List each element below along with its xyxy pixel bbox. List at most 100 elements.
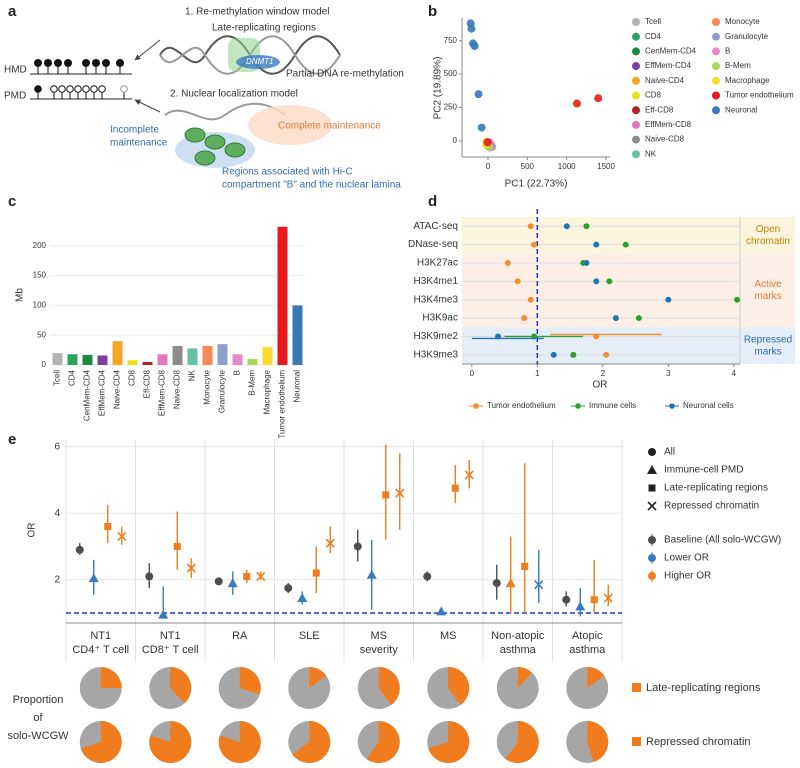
x-tick-label: Tumor endothelium — [278, 370, 287, 439]
x-tick-label: CD8 — [128, 369, 137, 386]
x-tick-label: SLE — [299, 630, 320, 642]
x-tick-label: CenMem-CD4 — [83, 369, 92, 421]
bar — [142, 362, 153, 365]
pie-title: of — [33, 712, 43, 724]
legend-label: Naive-CD4 — [645, 76, 685, 85]
pie-slice — [448, 667, 470, 705]
x-axis-label: PC1 (22.73%) — [505, 179, 568, 190]
regions-label: compartment "B" and the nuclear lamina — [222, 180, 401, 191]
point — [312, 569, 320, 577]
legend-label: Tcell — [645, 17, 661, 26]
legend-label: Higher OR — [664, 571, 711, 582]
y-tick-label: 150 — [33, 271, 47, 280]
legend-swatch — [647, 465, 657, 474]
bar — [247, 359, 258, 365]
point — [622, 241, 629, 248]
bar — [127, 360, 138, 365]
x-tick-label: Granulocyte — [218, 369, 227, 413]
legend-swatch — [669, 403, 675, 409]
group-label: Active — [754, 279, 782, 290]
point — [423, 572, 432, 581]
hmd-sites — [34, 59, 124, 74]
point — [353, 542, 362, 551]
point — [612, 315, 619, 322]
y-tick-label: H3K27ac — [417, 258, 458, 269]
group-label: marks — [754, 346, 781, 357]
dnmt1-label: DNMT1 — [246, 57, 274, 66]
legend-swatch — [712, 18, 720, 26]
x-tick-label: Naive-CD4 — [113, 369, 122, 409]
pie-slice — [309, 667, 327, 688]
point — [550, 351, 557, 358]
point — [563, 223, 570, 230]
pie-title: solo-WCGW — [7, 730, 69, 742]
nucleosomes — [184, 127, 246, 166]
legend-swatch — [632, 32, 640, 41]
legend-swatch — [648, 572, 656, 580]
regions-label: Regions associated with Hi-C — [222, 167, 353, 178]
y-tick-label: H3K9me2 — [414, 331, 459, 342]
pie-slice — [292, 721, 331, 764]
y-tick-label: H3K4me3 — [414, 294, 459, 305]
y-tick-label: H3K9me3 — [414, 349, 459, 360]
point — [451, 484, 459, 492]
bar — [67, 354, 78, 365]
panel-label: b — [428, 3, 437, 20]
point — [467, 24, 476, 33]
legend-swatch — [632, 47, 640, 56]
bar — [97, 355, 108, 365]
group-label: Open — [756, 224, 780, 235]
point — [572, 99, 581, 108]
x-tick-label: 3 — [666, 369, 671, 378]
legend-swatch — [632, 135, 640, 144]
legend-label: Eff-CD8 — [645, 105, 674, 114]
x-tick-label: MS — [371, 630, 388, 642]
model1-title: 1. Re-methylation window model — [185, 7, 330, 18]
x-tick-label: EffMem-CD8 — [158, 369, 167, 416]
legend-swatch — [632, 106, 640, 115]
x-tick-label: 0 — [470, 369, 475, 378]
bar — [82, 354, 93, 365]
legend-label: Granulocyte — [725, 32, 769, 41]
arrow — [134, 99, 161, 113]
x-tick-label: Naive-CD8 — [173, 369, 182, 409]
legend-swatch — [632, 737, 641, 746]
pie-slice — [587, 667, 605, 688]
legend-label: CD8 — [645, 91, 662, 100]
x-tick-label: asthma — [500, 644, 537, 656]
point — [256, 571, 266, 581]
legend-label: B-Mem — [725, 61, 751, 70]
legend-label: Immune-cell PMD — [664, 465, 743, 476]
x-tick-label: 0 — [486, 162, 491, 171]
legend-swatch — [647, 501, 657, 511]
group-label: chromatin — [746, 236, 790, 247]
point — [514, 278, 521, 285]
legend-label: Immune cells — [589, 401, 636, 410]
pie-slice — [100, 667, 122, 688]
point — [603, 593, 613, 603]
model2-title: 2. Nuclear localization model — [170, 89, 298, 100]
legend-swatch — [648, 554, 656, 562]
x-tick-label: CD4⁺ T cell — [72, 644, 129, 656]
point — [477, 123, 486, 132]
point — [483, 138, 492, 147]
diagram: HMD PMD 1. Re-methylation wi — [4, 7, 404, 191]
x-tick-label: 1500 — [597, 162, 615, 171]
y-tick-label: 500 — [444, 69, 458, 78]
bar — [172, 345, 183, 365]
pie-slice — [149, 721, 192, 764]
point — [665, 296, 672, 303]
y-axis-label: Mb — [15, 288, 26, 302]
pmd-sites — [34, 85, 128, 99]
complete-zone — [248, 105, 332, 145]
incomplete-label: Incomplete — [110, 125, 159, 136]
x-tick-label: NT1 — [160, 630, 181, 642]
point — [521, 315, 528, 322]
point — [158, 609, 169, 619]
point — [531, 241, 538, 248]
y-tick-label: 250 — [444, 103, 458, 112]
legend-swatch — [648, 448, 656, 456]
legend-label: Late-replicating regions — [664, 483, 768, 494]
legend-label: Repressed chromatin — [664, 501, 759, 512]
legend-label: Repressed chromatin — [646, 736, 751, 748]
